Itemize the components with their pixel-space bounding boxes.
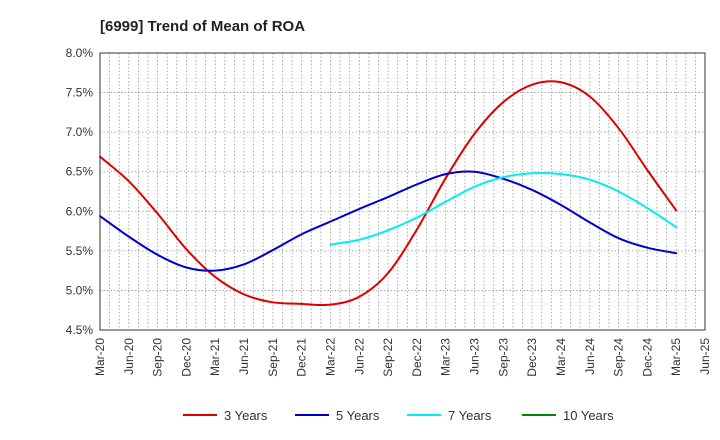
series-line-5-years xyxy=(99,170,678,272)
x-tick-label: Mar-21 xyxy=(208,338,222,376)
plot-area xyxy=(99,52,706,331)
y-axis: 4.5% 5.0% 5.5% 6.0% 6.5% 7.0% 7.5% 8.0% xyxy=(66,46,94,337)
x-tick-label: Jun-22 xyxy=(352,338,366,375)
legend-item-3-years: 3 Years xyxy=(183,408,268,423)
y-tick-label: 7.5% xyxy=(66,86,94,100)
y-tick-label: 7.0% xyxy=(66,125,94,139)
x-tick-label: Sep-20 xyxy=(151,338,165,377)
legend-item-10-years: 10 Years xyxy=(522,408,614,423)
x-tick-label: Jun-23 xyxy=(468,338,482,375)
plot-frame xyxy=(99,52,706,331)
x-tick-label: Dec-21 xyxy=(295,338,309,377)
y-tick-label: 4.5% xyxy=(66,323,94,337)
grid-lines xyxy=(100,53,705,330)
y-tick-label: 6.5% xyxy=(66,165,94,179)
legend-label: 3 Years xyxy=(224,408,268,423)
series-layer xyxy=(99,80,678,307)
x-tick-label: Sep-21 xyxy=(266,338,280,377)
series-line-7-years xyxy=(329,172,678,246)
x-axis: Mar-20 Jun-20 Sep-20 Dec-20 Mar-21 Jun-21 Sep-… xyxy=(93,338,712,377)
x-tick-label: Jun-20 xyxy=(122,338,136,375)
y-tick-label: 5.0% xyxy=(66,283,94,297)
y-tick-label: 8.0% xyxy=(66,46,94,60)
legend-label: 7 Years xyxy=(448,408,492,423)
x-tick-label: Dec-23 xyxy=(525,338,539,377)
chart-title: [6999] Trend of Mean of ROA xyxy=(100,18,305,35)
x-tick-label: Sep-23 xyxy=(496,338,510,377)
x-tick-label: Dec-24 xyxy=(640,338,654,377)
x-tick-label: Jun-24 xyxy=(583,338,597,375)
x-tick-label: Sep-24 xyxy=(612,338,626,377)
legend-item-7-years: 7 Years xyxy=(407,408,492,423)
x-tick-label: Dec-20 xyxy=(179,338,193,377)
x-tick-label: Mar-22 xyxy=(323,338,337,376)
x-tick-label: Mar-23 xyxy=(439,338,453,376)
x-tick-label: Mar-24 xyxy=(554,338,568,376)
x-tick-label: Mar-25 xyxy=(669,338,683,376)
legend: 3 Years 5 Years 7 Years 10 Years xyxy=(183,408,614,423)
x-tick-label: Sep-22 xyxy=(381,338,395,377)
legend-label: 5 Years xyxy=(336,408,380,423)
x-tick-label: Dec-22 xyxy=(410,338,424,377)
legend-label: 10 Years xyxy=(563,408,614,423)
x-tick-label: Jun-25 xyxy=(698,338,712,375)
x-tick-label: Jun-21 xyxy=(237,338,251,375)
series-line-3-years xyxy=(99,80,678,307)
y-tick-label: 6.0% xyxy=(66,204,94,218)
y-tick-label: 5.5% xyxy=(66,244,94,258)
x-tick-label: Mar-20 xyxy=(93,338,107,376)
legend-item-5-years: 5 Years xyxy=(295,408,380,423)
